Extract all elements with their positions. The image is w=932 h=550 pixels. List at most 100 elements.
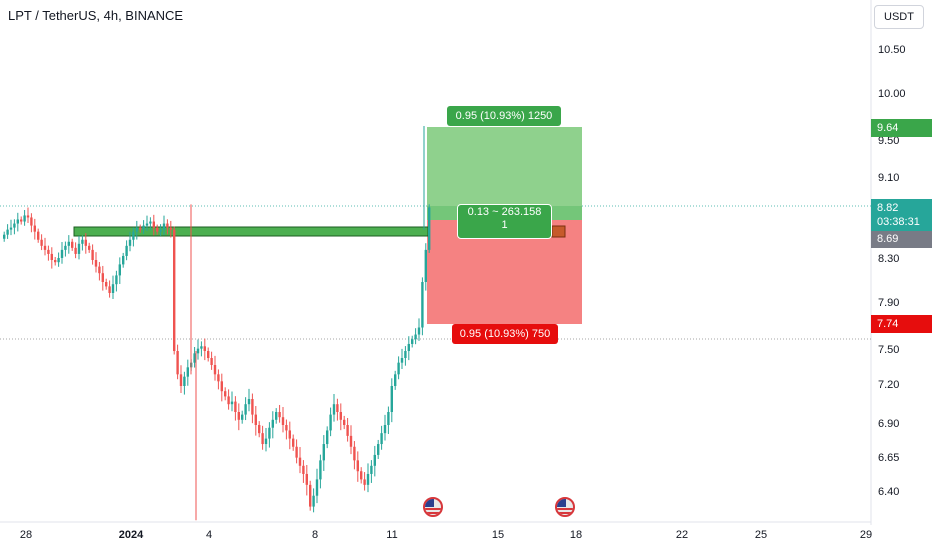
candle [183,376,186,386]
candle [380,433,383,445]
us-flag-icon[interactable] [555,497,575,517]
candle [179,374,183,386]
candle [105,282,108,287]
take-profit-price-label: 9.64 [871,119,932,137]
candle [247,399,251,405]
support-rectangle-end [551,225,566,238]
risk-reward-label[interactable]: 0.13 ~ 263.158 1 [457,204,552,239]
candle [88,245,91,250]
risk-reward-ratio: 0.13 ~ 263.158 [467,206,542,218]
candle [33,225,36,232]
support-rectangle[interactable] [73,226,429,237]
candle [40,239,43,246]
candle [74,247,77,254]
candle [50,253,53,260]
candle [128,239,132,246]
price-tick: 9.10 [878,172,900,184]
candle [142,225,145,230]
candle [370,465,373,474]
candle [288,430,291,439]
us-flag-icon[interactable] [423,497,443,517]
price-tick: 8.30 [878,253,900,265]
candle [292,438,295,447]
time-tick: 2024 [118,529,144,541]
time-tick: 29 [859,529,873,541]
candle [305,473,308,485]
currency-button[interactable]: USDT [874,5,924,29]
candle [6,229,9,235]
candle [47,249,50,254]
candle [397,362,400,375]
candle [411,339,414,344]
candle [176,351,179,375]
candle [115,275,118,285]
candle [343,419,346,425]
candle [91,249,94,260]
candle [224,391,227,397]
candle [43,245,47,250]
candle [220,381,223,392]
candle [227,396,230,405]
candle [94,260,98,267]
candle [360,471,363,480]
candle [428,207,431,250]
candle [349,435,353,447]
candle [417,327,421,335]
candle [366,473,370,485]
candle [13,223,16,228]
candle [162,223,166,230]
candle [145,223,149,226]
candle [346,425,349,436]
candle [241,414,244,420]
price-tick: 6.65 [878,452,900,464]
candle [77,243,81,254]
candle [261,433,264,445]
candle [152,221,155,228]
candle [193,353,196,363]
candle [414,334,417,340]
candle [166,223,169,228]
candle [339,412,342,420]
candle [278,412,281,418]
candle [20,219,23,222]
candle [315,479,319,496]
candle [363,479,366,485]
time-tick: 4 [205,529,213,541]
candle [3,234,6,239]
time-tick: 22 [675,529,689,541]
stop-price-label: 7.74 [871,315,932,333]
candle [336,404,339,412]
candle [285,425,288,431]
candle [132,231,135,240]
time-tick: 15 [491,529,505,541]
candle [108,286,111,293]
candle [60,249,64,258]
candle [275,412,278,420]
candle [101,273,104,282]
candle [173,229,176,351]
candle [407,343,410,351]
candle [37,231,40,240]
candle [84,239,87,246]
candle [30,217,33,226]
candle [135,227,138,232]
candle [312,495,315,507]
current-price-value: 8.82 [877,202,899,214]
candle [207,351,210,358]
candle [404,351,407,358]
candle [169,227,172,230]
candle [264,438,268,445]
current-price-label: 8.82 03:38:31 [871,199,932,231]
candle [26,215,30,218]
candle [118,264,121,276]
candle [149,221,152,224]
time-tick: 18 [569,529,583,541]
candle [268,427,271,439]
candle [196,348,200,354]
candle [353,446,356,461]
time-tick: 11 [386,529,398,541]
candle [67,241,70,246]
price-tick: 10.00 [878,88,906,100]
candle [9,227,13,230]
